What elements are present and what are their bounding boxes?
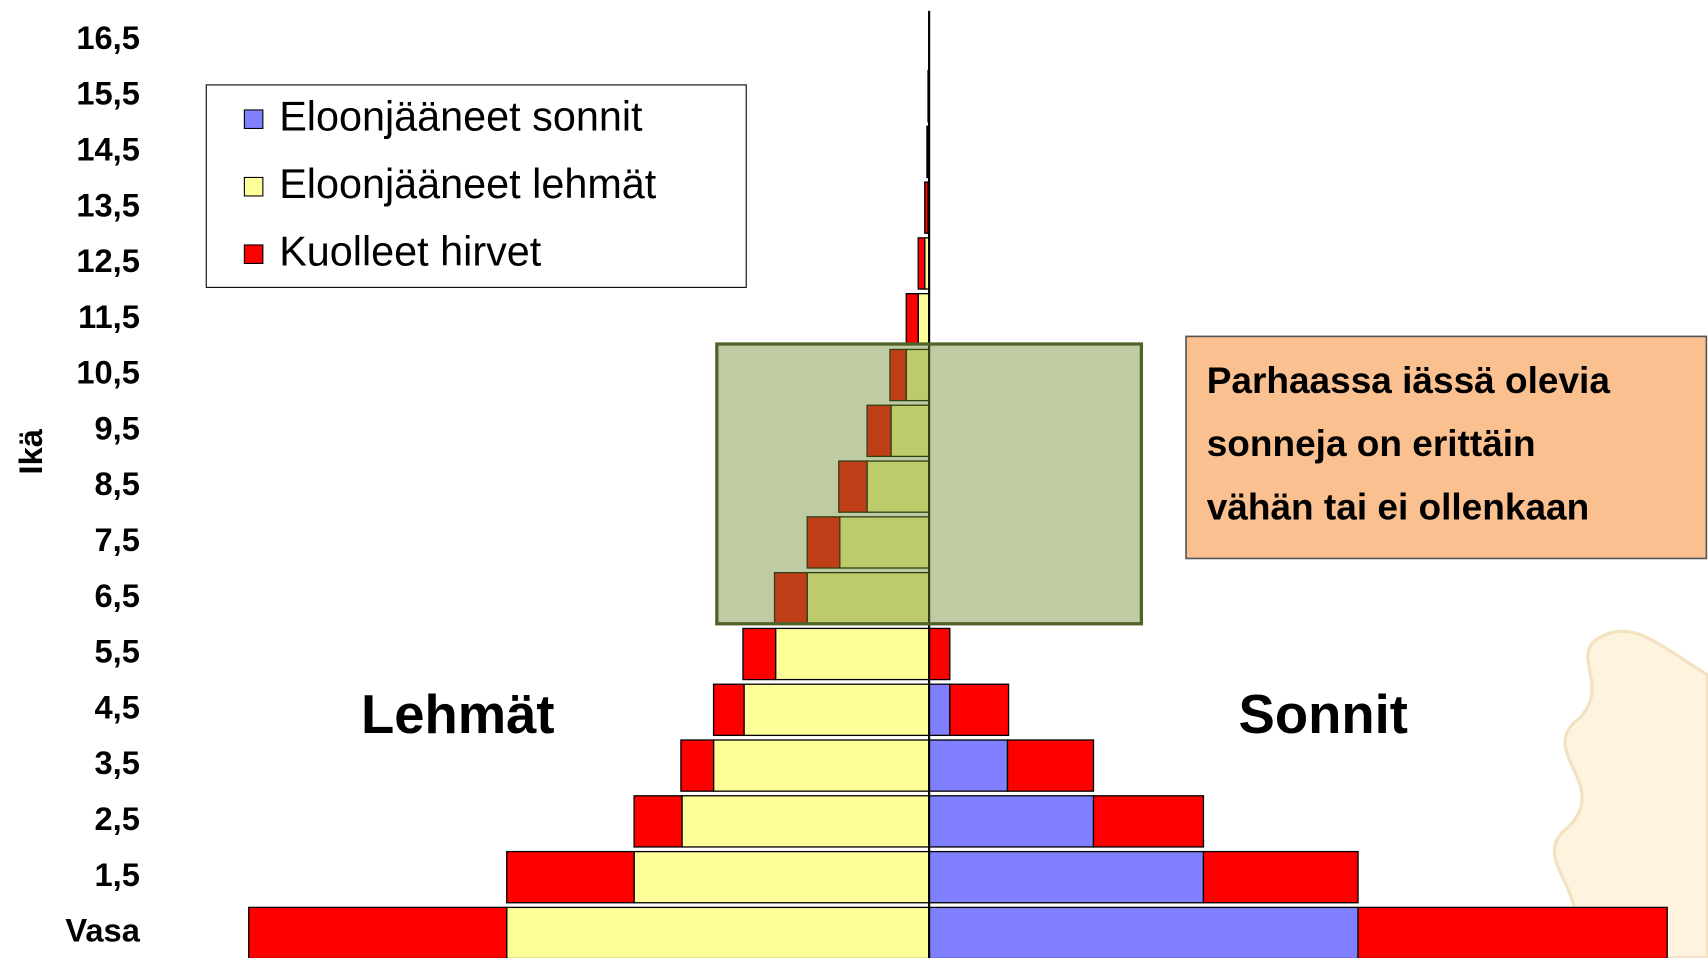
bar-row bbox=[773, 571, 930, 625]
side-label: Lehmät bbox=[361, 684, 555, 745]
bar-male-alive bbox=[928, 739, 1009, 792]
y-tick-label: 8,5 bbox=[94, 465, 139, 502]
bar-row bbox=[680, 739, 1095, 792]
bar-male-alive bbox=[928, 906, 1359, 958]
annotation-text: Parhaassa iässä olevia bbox=[1207, 359, 1611, 401]
y-tick-label: 9,5 bbox=[94, 409, 139, 446]
bar-row bbox=[866, 404, 930, 458]
bar-female-dead bbox=[926, 125, 929, 179]
y-tick-label: 1,5 bbox=[94, 856, 139, 893]
y-tick-label: 5,5 bbox=[94, 633, 139, 670]
bar-female-alive bbox=[506, 906, 930, 958]
bar-female-dead bbox=[924, 181, 929, 234]
y-tick-label: 14,5 bbox=[76, 130, 140, 167]
legend: Eloonjääneet sonnit Eloonjääneet lehmät Ku… bbox=[205, 84, 747, 288]
bar-row bbox=[905, 293, 930, 346]
y-tick-label: 11,5 bbox=[78, 298, 140, 335]
y-tick-label: 10,5 bbox=[76, 354, 140, 391]
bar-female-dead bbox=[248, 906, 508, 958]
bar-female-alive bbox=[839, 516, 930, 569]
legend-label: Eloonjääneet sonnit bbox=[279, 94, 643, 140]
bar-female-alive bbox=[890, 404, 930, 458]
background-decoration bbox=[1552, 629, 1708, 958]
bar-female-alive bbox=[681, 795, 930, 848]
bar-male-dead bbox=[1006, 739, 1095, 792]
legend-label: Eloonjääneet lehmät bbox=[279, 161, 657, 207]
y-tick-label: 6,5 bbox=[94, 577, 139, 614]
bar-female-alive bbox=[633, 850, 930, 904]
bar-male-dead bbox=[1202, 850, 1359, 904]
legend-label: Kuolleet hirvet bbox=[279, 229, 542, 275]
bar-male-dead bbox=[928, 627, 951, 681]
bar-male-dead bbox=[1092, 795, 1205, 848]
bar-female-dead bbox=[742, 627, 777, 681]
annotation-text: sonneja on erittäin bbox=[1207, 422, 1536, 464]
legend-swatch bbox=[243, 244, 264, 264]
y-tick-label: 13,5 bbox=[76, 186, 140, 223]
bar-row bbox=[506, 850, 1359, 904]
bar-female-alive bbox=[712, 739, 930, 792]
bar-male-dead bbox=[949, 683, 1010, 737]
side-label: Sonnit bbox=[1239, 684, 1408, 745]
bar-female-dead bbox=[917, 237, 926, 290]
bar-female-dead bbox=[806, 516, 841, 569]
bar-female-dead bbox=[680, 739, 715, 792]
bar-female-alive bbox=[774, 627, 930, 681]
bar-male-alive bbox=[928, 683, 951, 737]
bar-row bbox=[712, 683, 1010, 737]
highlight-box bbox=[715, 342, 1144, 626]
bar-row bbox=[917, 237, 930, 290]
bar-row bbox=[633, 795, 1205, 848]
bar-male-dead bbox=[1357, 906, 1668, 958]
bars bbox=[248, 69, 1668, 958]
y-tick-label: 4,5 bbox=[94, 688, 139, 725]
bar-female-dead bbox=[889, 348, 907, 402]
y-tick-label: Vasa bbox=[65, 912, 140, 949]
bar-female-alive bbox=[743, 683, 930, 737]
bar-female-dead bbox=[773, 571, 808, 625]
bar-male-alive bbox=[928, 795, 1095, 848]
y-tick-label: 16,5 bbox=[76, 19, 140, 56]
bar-male-alive bbox=[928, 850, 1205, 904]
bar-female-dead bbox=[633, 795, 683, 848]
y-tick-label: 15,5 bbox=[76, 75, 140, 112]
bar-female-dead bbox=[838, 460, 868, 513]
legend-box bbox=[205, 84, 747, 288]
legend-swatch bbox=[243, 109, 264, 130]
bar-row bbox=[248, 906, 1668, 958]
legend-swatch bbox=[243, 176, 264, 197]
bar-female-dead bbox=[866, 404, 892, 458]
bar-female-dead bbox=[506, 850, 635, 904]
bar-female-alive bbox=[806, 571, 930, 625]
annotation-text: vähän tai ei ollenkaan bbox=[1207, 485, 1589, 527]
y-tick-label: 2,5 bbox=[94, 800, 139, 837]
bar-female-alive bbox=[917, 293, 930, 346]
bar-row bbox=[806, 516, 930, 569]
y-tick-label: 7,5 bbox=[94, 521, 139, 558]
y-tick-label: 3,5 bbox=[94, 744, 139, 781]
bar-row bbox=[742, 627, 951, 681]
bar-female-dead bbox=[712, 683, 745, 737]
y-axis-label: Ikä bbox=[12, 428, 49, 474]
bar-female-dead bbox=[905, 293, 919, 346]
y-tick-label: 12,5 bbox=[76, 242, 140, 279]
annotation-box bbox=[1185, 335, 1708, 560]
